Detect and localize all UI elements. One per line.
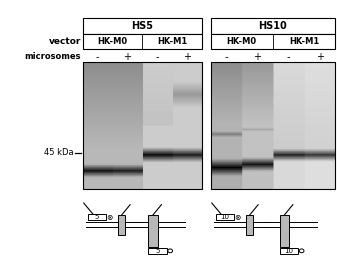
Text: +: + — [123, 52, 131, 62]
Bar — [246, 215, 253, 235]
Text: +: + — [253, 52, 262, 62]
Bar — [280, 215, 289, 247]
Bar — [83, 18, 202, 34]
Bar — [216, 214, 234, 220]
Circle shape — [168, 249, 173, 253]
Text: +: + — [183, 52, 191, 62]
Text: ⊗: ⊗ — [106, 213, 113, 222]
Text: ⊗: ⊗ — [235, 213, 241, 222]
Bar — [118, 215, 125, 235]
Bar — [211, 62, 335, 189]
Text: -: - — [156, 52, 159, 62]
Text: HS5: HS5 — [131, 21, 153, 31]
Text: HK-M0: HK-M0 — [97, 37, 127, 46]
Text: HK-M1: HK-M1 — [157, 37, 187, 46]
Text: HS10: HS10 — [258, 21, 287, 31]
Bar — [83, 62, 202, 189]
Text: -: - — [224, 52, 228, 62]
Text: 10: 10 — [284, 248, 294, 254]
Text: 5: 5 — [155, 248, 160, 254]
Text: microsomes: microsomes — [24, 52, 81, 61]
Bar — [83, 34, 202, 49]
Bar — [211, 18, 335, 34]
Bar — [148, 215, 158, 247]
Circle shape — [299, 249, 304, 253]
Text: 10: 10 — [220, 214, 229, 220]
Text: vector: vector — [49, 37, 81, 46]
Text: +: + — [316, 52, 324, 62]
Text: HK-M0: HK-M0 — [227, 37, 257, 46]
Text: -: - — [287, 52, 290, 62]
Text: 5: 5 — [95, 214, 99, 220]
Bar — [88, 214, 106, 220]
Bar — [148, 248, 167, 254]
Bar — [211, 34, 335, 49]
Text: HK-M1: HK-M1 — [289, 37, 319, 46]
Text: -: - — [96, 52, 99, 62]
Bar — [280, 248, 298, 254]
Text: 45 kDa: 45 kDa — [44, 148, 73, 157]
